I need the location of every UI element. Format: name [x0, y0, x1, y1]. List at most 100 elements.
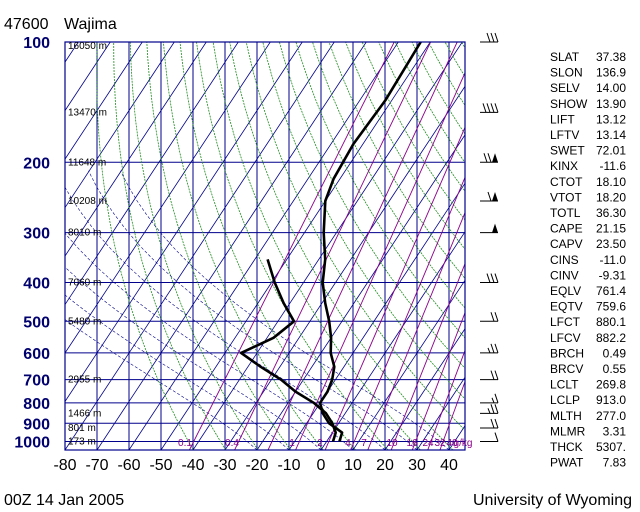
temperature-tick-label: 10 — [344, 457, 362, 474]
moist-adiabat-line — [65, 294, 290, 450]
height-label: 5480 m — [68, 316, 101, 327]
barb-half — [487, 408, 491, 414]
temperature-tick-label: -70 — [85, 457, 108, 474]
barb-pennant — [492, 223, 498, 233]
index-value: 0.55 — [603, 362, 627, 376]
pressure-tick-label: 800 — [23, 396, 50, 413]
isotherm-line — [160, 42, 431, 450]
observation-time: 00Z 14 Jan 2005 — [4, 492, 124, 509]
wind-barb — [480, 223, 498, 234]
wind-barb — [480, 103, 499, 113]
mixing-ratio-label: 24 — [422, 438, 434, 449]
barb-full — [494, 432, 499, 442]
index-value: 277.0 — [596, 409, 626, 423]
mixing-ratio-label: 32 — [434, 438, 446, 449]
index-value: 21.15 — [596, 222, 626, 236]
temperature-tick-label: 0 — [317, 457, 326, 474]
index-value: 913.0 — [596, 393, 626, 407]
index-value: 761.4 — [596, 284, 626, 298]
index-value: 72.01 — [596, 144, 626, 158]
index-name: CTOT — [550, 175, 583, 189]
isotherm-line — [65, 42, 335, 450]
index-name: CINV — [550, 268, 579, 282]
wind-barb — [480, 153, 498, 163]
isotherm-line — [384, 328, 465, 450]
dry-adiabat-line — [96, 42, 194, 450]
dewpoint-profile — [239, 259, 337, 442]
wind-barbs — [480, 32, 499, 443]
isotherm-line — [65, 42, 111, 112]
index-name: CAPV — [550, 237, 583, 251]
pressure-tick-label: 600 — [23, 346, 50, 363]
barb-full — [486, 32, 491, 43]
height-label: 16050 m — [68, 41, 107, 52]
index-name: LFCT — [550, 315, 581, 329]
index-value: 14.00 — [596, 81, 626, 95]
barb-full — [490, 418, 495, 429]
wind-barb — [480, 32, 499, 43]
height-label: 801 m — [68, 423, 96, 434]
barb-full — [494, 103, 499, 113]
index-name: LCLT — [550, 378, 579, 392]
index-value: 882.2 — [596, 331, 626, 345]
plot-frame — [64, 41, 466, 451]
index-value: 37.38 — [596, 50, 626, 64]
index-name: BRCV — [550, 362, 583, 376]
isotherm-line — [416, 376, 465, 450]
index-name: SWET — [550, 144, 585, 158]
mixing-ratio-label: 1 — [289, 438, 295, 449]
temperature-tick-label: -60 — [117, 457, 140, 474]
mixing-ratio-label: 4 — [345, 438, 351, 449]
temperature-tick-label: -50 — [149, 457, 172, 474]
barb-full — [490, 404, 495, 414]
isotherm-line — [352, 279, 465, 450]
index-value: 13.14 — [596, 128, 626, 142]
barb-half — [487, 347, 491, 354]
mixing-ratio-label: 0.4 — [225, 438, 239, 449]
station-name: Wajima — [64, 16, 117, 33]
barb-full — [494, 404, 499, 414]
index-name: LFCV — [550, 331, 581, 345]
mixing-ratio-label: 0.1 — [178, 438, 192, 449]
index-name: EQLV — [550, 284, 581, 298]
index-value: 13.12 — [596, 112, 626, 126]
height-label: 13470 m — [68, 107, 107, 118]
index-value: 36.30 — [596, 206, 626, 220]
moist-adiabat-line — [65, 319, 258, 450]
index-name: BRCH — [550, 346, 584, 360]
barb-full — [486, 273, 491, 283]
index-name: KINX — [550, 159, 578, 173]
barb-full — [490, 32, 495, 43]
height-label: 10208 m — [68, 196, 107, 207]
wind-barb — [480, 370, 499, 381]
barb-full — [494, 273, 499, 283]
index-value: 5307. — [596, 440, 626, 454]
dry-adiabat-line — [279, 42, 465, 369]
mixing-ratio-label: 16 — [406, 438, 418, 449]
barb-full — [494, 370, 499, 380]
barb-full — [494, 343, 499, 354]
barb-full — [490, 343, 495, 354]
mixing-ratio-label: 2 — [317, 438, 323, 449]
barb-half — [491, 397, 495, 404]
wind-barb — [480, 404, 499, 414]
index-value: 13.90 — [596, 97, 626, 111]
index-name: PWAT — [550, 456, 584, 470]
index-name: MLMR — [550, 424, 586, 438]
mixing-ratio-label: 10 — [386, 438, 398, 449]
isotherm-line — [65, 42, 175, 209]
pressure-tick-label: 200 — [23, 155, 50, 172]
isotherm-line — [320, 231, 465, 450]
temperature-tick-label: -30 — [213, 457, 236, 474]
barb-full — [494, 312, 499, 322]
barb-full — [487, 153, 492, 163]
mixing-ratio-line — [295, 71, 465, 450]
plot-inner — [65, 42, 465, 450]
mixing-ratio-line — [267, 42, 458, 450]
mixing-ratio-line — [324, 126, 465, 450]
mixing-ratio-label: 40 — [446, 438, 458, 449]
mixing-ratio-line — [367, 211, 465, 450]
wind-barb — [480, 191, 498, 202]
moist-adiabat-line — [120, 170, 450, 450]
